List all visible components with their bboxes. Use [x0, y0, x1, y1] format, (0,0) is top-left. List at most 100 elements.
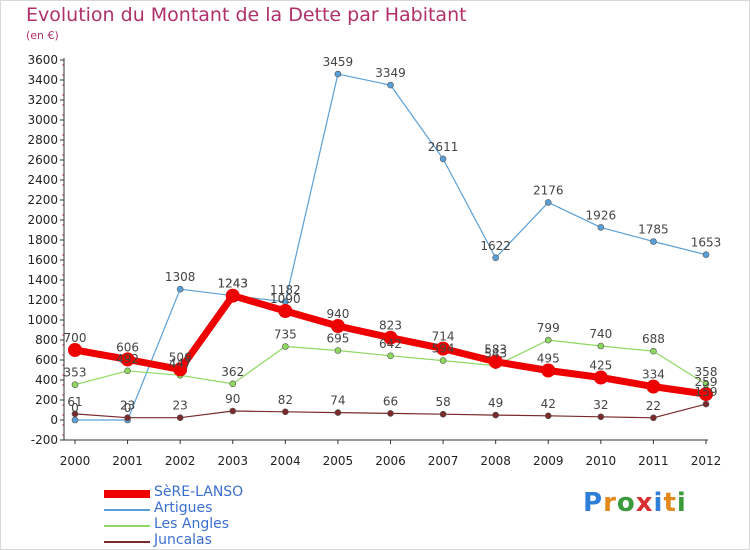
- data-point: [646, 379, 661, 394]
- data-point: [71, 416, 79, 424]
- data-point: [173, 362, 188, 377]
- data-point: [334, 347, 342, 354]
- data-point: [387, 410, 394, 417]
- y-tick-label: 0: [50, 413, 58, 427]
- y-minor-dot: [62, 344, 64, 346]
- data-label: 642: [379, 337, 402, 351]
- data-label: 1653: [691, 236, 722, 250]
- data-label: 0: [124, 401, 132, 415]
- data-label: 42: [541, 397, 556, 411]
- y-minor-dot: [62, 104, 64, 106]
- logo-letter: i: [653, 488, 664, 518]
- data-label: 823: [379, 319, 402, 333]
- y-minor-dot: [62, 224, 64, 226]
- y-tick-label: 3400: [27, 73, 58, 87]
- data-label: 1182: [270, 283, 301, 297]
- data-label: 425: [589, 359, 612, 373]
- legend-label: Juncalas: [154, 532, 212, 548]
- x-tick-label: 2005: [323, 454, 354, 468]
- x-tick-label: 2006: [375, 454, 406, 468]
- data-label: 23: [173, 399, 188, 413]
- y-minor-dot: [62, 74, 64, 76]
- data-label: 334: [642, 368, 665, 382]
- y-minor-dot: [62, 134, 64, 136]
- data-label: 1243: [217, 277, 248, 291]
- data-point: [71, 381, 79, 389]
- data-point: [702, 400, 710, 408]
- data-label: 695: [326, 332, 349, 346]
- data-label: 583: [484, 343, 507, 357]
- data-label: 2611: [428, 140, 459, 154]
- y-minor-dot: [62, 244, 64, 246]
- y-minor-dot: [62, 294, 64, 296]
- data-point: [334, 70, 342, 78]
- proxiti-logo: Proxiti: [583, 488, 687, 518]
- data-point: [439, 357, 447, 364]
- data-point: [544, 199, 552, 206]
- y-minor-dot: [62, 234, 64, 236]
- y-minor-dot: [62, 324, 64, 326]
- data-label: 799: [537, 321, 560, 335]
- data-point: [68, 343, 82, 357]
- logo-letter: i: [676, 488, 687, 518]
- logo-letter: r: [603, 488, 617, 518]
- data-label: 353: [64, 366, 87, 380]
- data-label: 159: [695, 385, 718, 399]
- legend-swatch: [104, 509, 150, 511]
- data-label: 1243: [217, 277, 248, 291]
- y-tick-label: 2000: [27, 213, 58, 227]
- x-tick-label: 2012: [691, 454, 722, 468]
- y-tick-label: 400: [35, 373, 58, 387]
- data-label: 700: [64, 331, 87, 345]
- y-tick-label: 2200: [27, 193, 58, 207]
- data-label: 492: [116, 352, 139, 366]
- x-tick-label: 2004: [270, 454, 301, 468]
- y-minor-dot: [62, 194, 64, 196]
- y-tick-label: 2600: [27, 153, 58, 167]
- y-minor-dot: [62, 94, 64, 96]
- data-label: 1090: [270, 292, 301, 306]
- data-label: 594: [432, 342, 455, 356]
- y-tick-label: 2400: [27, 173, 58, 187]
- data-point: [699, 387, 713, 402]
- legend-item: SèRE-LANSO: [104, 484, 304, 501]
- data-point: [330, 319, 345, 333]
- data-point: [597, 224, 605, 231]
- legend-label: SèRE-LANSO: [154, 484, 244, 500]
- x-tick-label: 2008: [480, 454, 511, 468]
- y-minor-dot: [62, 304, 64, 306]
- data-label: 606: [116, 340, 139, 354]
- y-tick-label: 600: [35, 353, 58, 367]
- y-tick-label: 1400: [27, 273, 58, 287]
- data-label: 358: [695, 365, 718, 379]
- data-point: [492, 254, 499, 262]
- x-tick-label: 2001: [112, 454, 143, 468]
- y-tick-label: 1600: [27, 253, 58, 267]
- data-label: 495: [537, 352, 560, 366]
- y-minor-dot: [62, 154, 64, 156]
- data-label: 23: [120, 399, 135, 413]
- legend-swatch: [104, 490, 150, 498]
- data-point: [278, 304, 293, 318]
- y-minor-dot: [62, 374, 64, 376]
- data-label: 259: [695, 375, 718, 389]
- data-point: [229, 407, 237, 415]
- y-tick-label: 200: [35, 393, 58, 407]
- data-point: [225, 288, 240, 303]
- data-label: 58: [435, 395, 450, 409]
- y-minor-dot: [62, 284, 64, 286]
- data-point: [383, 330, 398, 345]
- x-tick-label: 2002: [165, 454, 196, 468]
- data-point: [282, 343, 289, 350]
- y-minor-dot: [62, 114, 64, 116]
- y-minor-dot: [62, 354, 64, 356]
- data-label: 90: [225, 392, 240, 406]
- y-minor-dot: [62, 144, 64, 146]
- data-label: 940: [326, 307, 349, 321]
- logo-letter: x: [635, 488, 654, 518]
- chart-subtitle: (en €): [26, 29, 59, 42]
- y-minor-dot: [62, 264, 64, 266]
- data-label: 1926: [586, 208, 617, 222]
- data-point: [282, 408, 289, 416]
